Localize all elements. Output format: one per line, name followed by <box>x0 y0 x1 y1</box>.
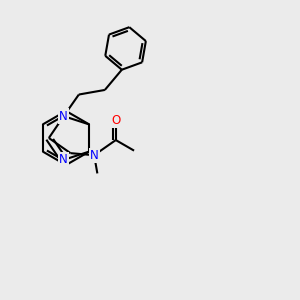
Text: N: N <box>90 149 98 162</box>
Text: N: N <box>59 153 68 166</box>
Text: N: N <box>59 110 68 123</box>
Text: O: O <box>111 114 120 127</box>
